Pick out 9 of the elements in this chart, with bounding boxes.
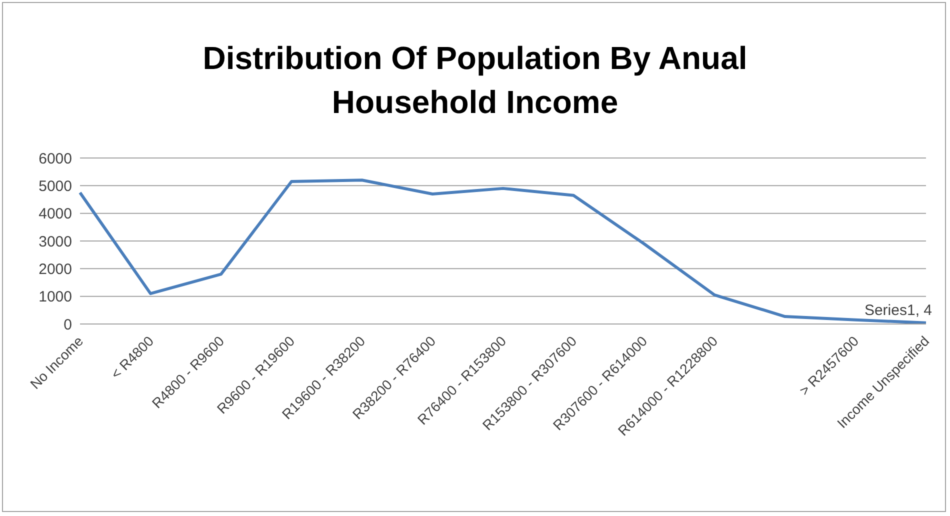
chart-title: Distribution Of Population By Anual Household Income bbox=[202, 39, 748, 122]
y-tick-label: 5000 bbox=[38, 178, 72, 195]
y-tick-label: 2000 bbox=[38, 260, 72, 278]
y-tick-label: 0 bbox=[64, 316, 72, 334]
y-tick-label: 1000 bbox=[38, 288, 72, 306]
y-tick-label: 6000 bbox=[38, 150, 72, 168]
y-tick-label: 3000 bbox=[38, 233, 72, 250]
data-label: Series1, 4 bbox=[864, 302, 932, 319]
y-tick-label: 4000 bbox=[38, 206, 72, 223]
